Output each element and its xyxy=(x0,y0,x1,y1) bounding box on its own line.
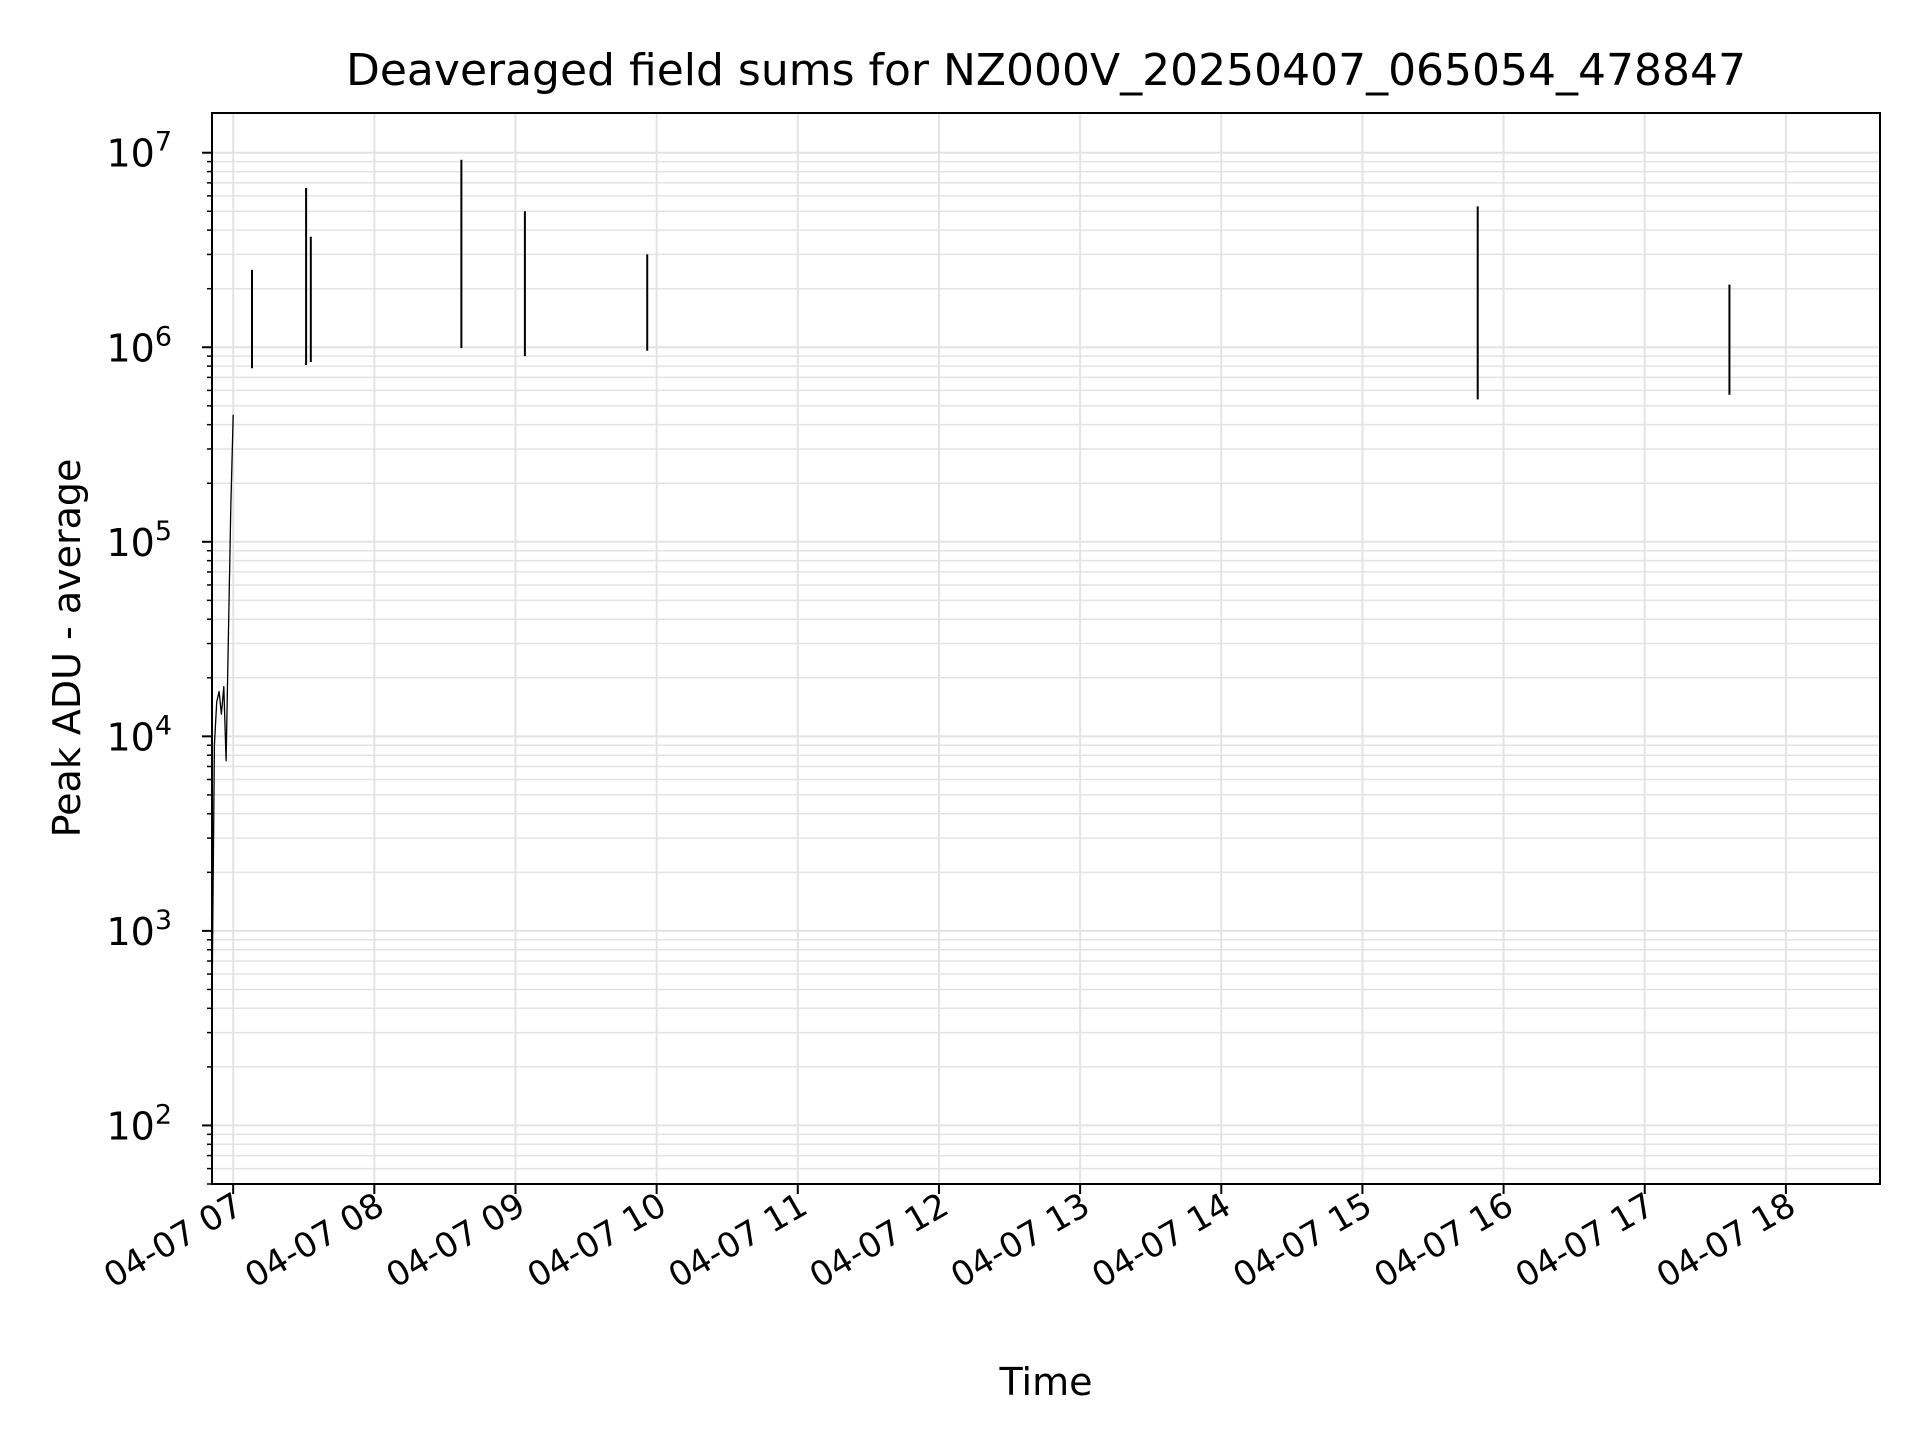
y-tick-label: 107 xyxy=(106,127,172,176)
x-axis-label: Time xyxy=(999,1360,1093,1404)
chart-title: Deaveraged field sums for NZ000V_2025040… xyxy=(346,45,1746,96)
y-tick-label: 102 xyxy=(106,1099,172,1148)
series-line xyxy=(211,159,1731,1009)
plot-frame xyxy=(211,112,1881,1185)
y-tick-label: 103 xyxy=(106,905,172,954)
y-tick-label: 106 xyxy=(106,321,172,370)
y-axis-label: Peak ADU - average xyxy=(45,459,89,838)
y-tick-label: 105 xyxy=(106,516,172,565)
y-tick-label: 104 xyxy=(106,710,172,759)
grid xyxy=(212,113,1880,1185)
series-line-path xyxy=(211,414,234,1009)
